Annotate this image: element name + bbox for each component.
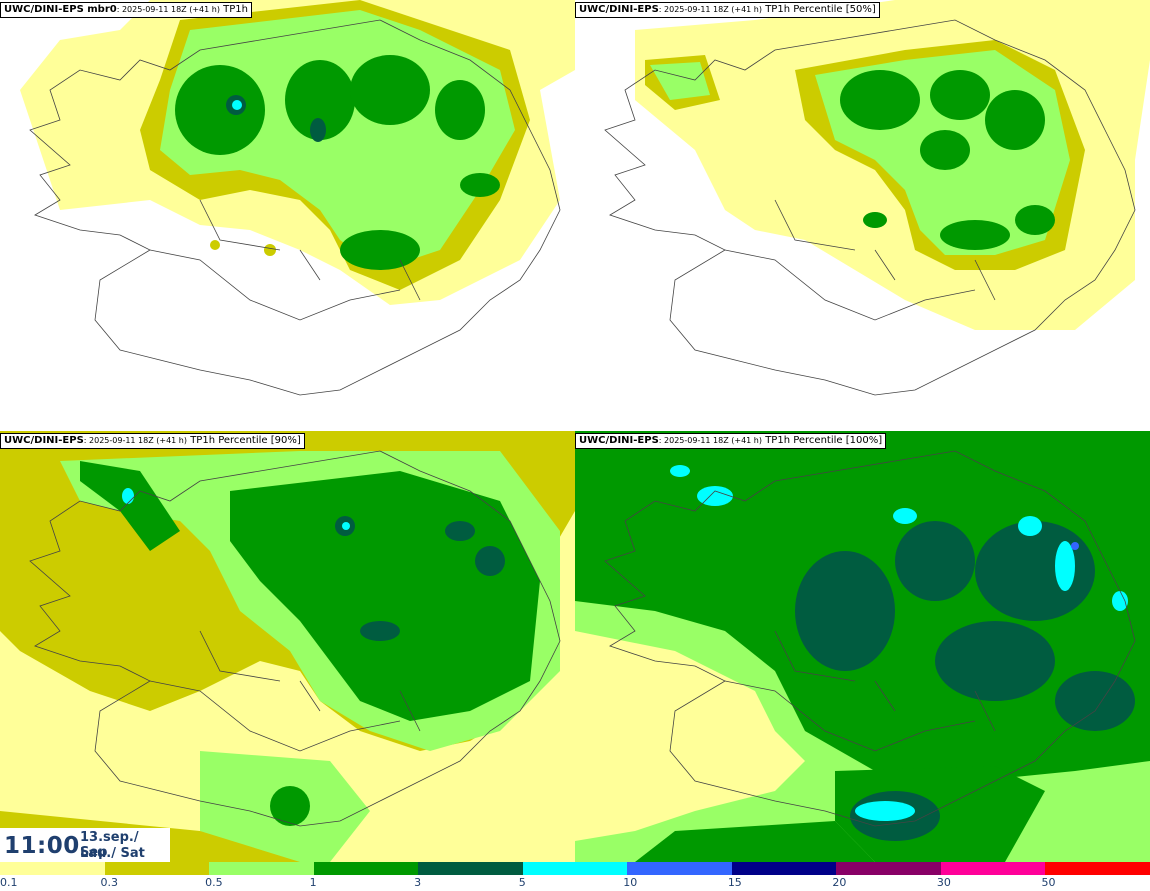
panel-title: UWC/DINI-EPS: 2025-09-11 18Z (+41 h) TP1… bbox=[0, 433, 305, 449]
map-panel-p90: UWC/DINI-EPS: 2025-09-11 18Z (+41 h) TP1… bbox=[0, 431, 575, 862]
panel-title: UWC/DINI-EPS: 2025-09-11 18Z (+41 h) TP1… bbox=[575, 433, 887, 449]
map-panel-mbr0: UWC/DINI-EPS mbr0: 2025-09-11 18Z (+41 h… bbox=[0, 0, 575, 431]
color-scale-tick-label: 30 bbox=[936, 876, 951, 889]
coastline bbox=[604, 450, 1136, 827]
valid-time: 11:00 bbox=[4, 833, 80, 859]
coastline bbox=[604, 19, 1136, 396]
color-scale-segment bbox=[627, 862, 732, 875]
color-scale-segment bbox=[209, 862, 314, 875]
color-scale-segment bbox=[1045, 862, 1150, 875]
color-scale-segment bbox=[313, 862, 419, 875]
color-scale-segment bbox=[836, 862, 941, 875]
precip-field bbox=[20, 0, 575, 305]
color-scale-segment bbox=[0, 862, 105, 875]
precip-map bbox=[604, 0, 1150, 396]
color-scale-tick-label: 5 bbox=[518, 876, 526, 889]
precip-map bbox=[575, 431, 1150, 862]
color-scale-segment bbox=[940, 862, 1046, 875]
panel-title: UWC/DINI-EPS mbr0: 2025-09-11 18Z (+41 h… bbox=[0, 2, 252, 18]
valid-time-box: 11:00 13.sep./ Sep Lau./ Sat bbox=[0, 828, 170, 862]
color-scale-tick-label: 0.3 bbox=[100, 876, 119, 889]
panel-title: UWC/DINI-EPS: 2025-09-11 18Z (+41 h) TP1… bbox=[575, 2, 880, 18]
precip-field bbox=[575, 431, 1150, 862]
map-panel-p100: UWC/DINI-EPS: 2025-09-11 18Z (+41 h) TP1… bbox=[575, 431, 1150, 862]
color-scale-segment bbox=[731, 862, 837, 875]
color-scale-tick-label: 3 bbox=[414, 876, 422, 889]
map-panel-p50: UWC/DINI-EPS: 2025-09-11 18Z (+41 h) TP1… bbox=[575, 0, 1150, 431]
color-scale-segment bbox=[522, 862, 628, 875]
color-scale-tick-label: 20 bbox=[832, 876, 847, 889]
coastline bbox=[29, 19, 561, 396]
precip-map bbox=[0, 431, 575, 862]
color-scale-tick-label: 0.1 bbox=[0, 876, 18, 889]
precip-map bbox=[20, 0, 575, 396]
valid-date-line2: Lau./ Sat bbox=[80, 846, 145, 861]
color-scale-segment bbox=[104, 862, 210, 875]
precip-field bbox=[635, 0, 1150, 330]
color-scale-tick-label: 15 bbox=[727, 876, 742, 889]
color-scale-tick-label: 1 bbox=[309, 876, 317, 889]
color-scale-tick-label: 50 bbox=[1041, 876, 1056, 889]
color-scale-tick-label: 10 bbox=[623, 876, 638, 889]
color-scale-bar bbox=[0, 862, 1150, 875]
valid-date-line1: 13.sep./ Sep bbox=[80, 830, 139, 860]
color-scale-ticks: 0.1 0.3 0.5 1 3 5 10 15 20 30 50 bbox=[0, 876, 1150, 890]
coastline bbox=[29, 450, 561, 827]
color-scale-tick-label: 0.5 bbox=[205, 876, 223, 889]
color-scale-segment bbox=[418, 862, 523, 875]
precip-field bbox=[0, 431, 575, 862]
